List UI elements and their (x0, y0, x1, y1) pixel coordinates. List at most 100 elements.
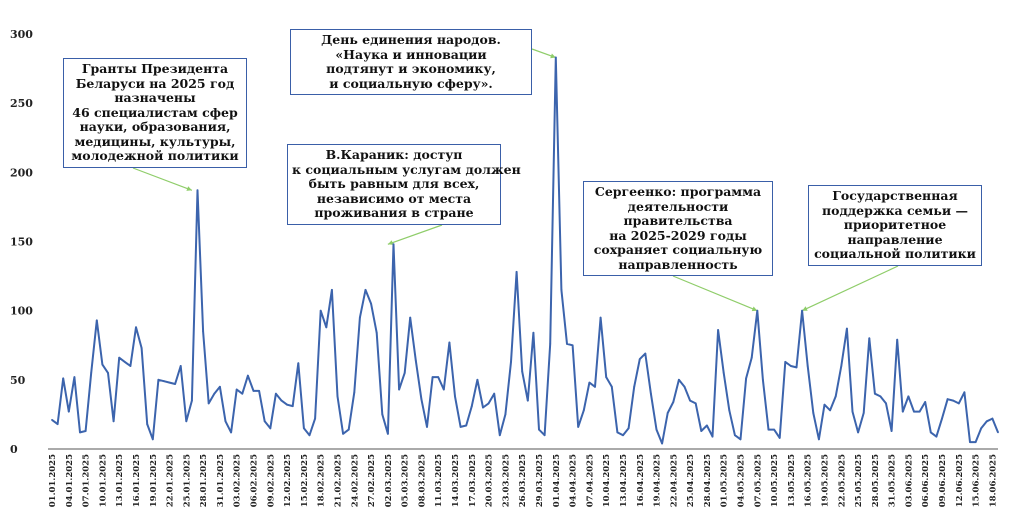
data-point (493, 392, 496, 395)
data-point (918, 410, 921, 413)
data-point (980, 427, 983, 430)
data-point (498, 434, 501, 437)
data-point (73, 376, 76, 378)
data-point (683, 385, 686, 388)
annotation-text-line: правительства (623, 213, 733, 228)
x-tick-label: 03.02.2025 (233, 454, 243, 507)
data-point (387, 432, 389, 435)
data-point (67, 410, 70, 413)
data-point (739, 438, 742, 441)
x-tick-label: 03.06.2025 (904, 454, 914, 507)
data-point (594, 385, 596, 388)
x-tick-label: 16.04.2025 (636, 454, 646, 507)
data-point (901, 410, 904, 413)
x-tick-label: 24.02.2025 (350, 454, 360, 507)
y-tick-label: 250 (10, 97, 33, 110)
annotation-callout-2: В.Караник: доступ к социальным услугам до… (287, 144, 521, 225)
data-point (207, 402, 210, 405)
annotation-text-line: Государственная (832, 188, 958, 203)
data-point (398, 388, 400, 391)
x-tick-label: 02.03.2025 (384, 454, 394, 507)
x-tick-label: 19.01.2025 (149, 454, 159, 507)
data-point (924, 401, 927, 403)
data-point (616, 431, 619, 434)
data-point (118, 356, 121, 359)
annotation-text-line: Сергеенко: программа (594, 184, 762, 199)
x-tick-label: 06.02.2025 (250, 454, 260, 507)
data-point (655, 428, 658, 431)
data-point (291, 405, 294, 407)
data-point (823, 403, 826, 406)
data-point (157, 378, 160, 381)
data-point (722, 372, 725, 374)
x-axis-labels: 01.01.2025 04.01.2025 07.01.2025 10.01.2025… (48, 454, 998, 507)
data-point (571, 344, 574, 347)
data-point (414, 359, 417, 362)
x-tick-label: 13.01.2025 (115, 454, 125, 507)
x-tick-label: 19.05.2025 (820, 454, 830, 507)
x-tick-label: 16.05.2025 (804, 454, 814, 507)
x-tick-label: 13.04.2025 (619, 454, 629, 507)
annotation-text-line: социальной политики (814, 246, 976, 261)
data-point (135, 326, 137, 329)
annotation-text-line: к социальным услугам должен (292, 161, 521, 177)
data-point (577, 426, 580, 428)
x-tick-label: 22.04.2025 (669, 454, 679, 507)
data-point (666, 412, 669, 414)
data-point (263, 420, 266, 423)
annotation-text-line: науки, образования, (79, 119, 231, 134)
data-point (95, 319, 98, 322)
x-tick-label: 08.03.2025 (417, 454, 427, 507)
x-tick-label: 10.04.2025 (602, 454, 612, 507)
annotation-text-line: медицины, культуры, (74, 133, 236, 149)
annotation-leaders (132, 48, 899, 312)
annotation-text-line: направленность (618, 256, 738, 272)
annotation-text-line: приоритетное (843, 217, 947, 232)
data-point (510, 361, 512, 363)
data-point (314, 417, 316, 420)
data-point (409, 316, 412, 319)
x-tick-label: 22.01.2025 (166, 454, 176, 507)
x-tick-label: 25.04.2025 (686, 454, 696, 507)
data-point (588, 381, 591, 384)
data-point (174, 383, 177, 385)
annotation-text-line: Беларуси на 2025 год (75, 75, 235, 91)
x-tick-label: 09.06.2025 (938, 454, 948, 507)
annotation-text-line: сохраняет социальную (593, 242, 763, 257)
data-point (566, 343, 568, 345)
x-tick-label: 05.03.2025 (401, 454, 411, 507)
x-tick-label: 28.04.2025 (703, 454, 713, 507)
data-point (515, 271, 518, 273)
x-tick-label: 31.01.2025 (216, 454, 226, 507)
data-point (806, 365, 809, 367)
data-point (851, 410, 854, 413)
data-point (773, 428, 775, 431)
data-point (734, 434, 736, 437)
y-tick-label: 0 (10, 443, 18, 456)
data-point (778, 437, 781, 439)
data-point (465, 424, 468, 427)
data-point (868, 337, 871, 340)
data-point (879, 395, 882, 398)
data-point (79, 431, 81, 434)
data-point (426, 426, 428, 428)
annotation-text-line: «Наука и инновации (335, 46, 487, 62)
data-point (605, 376, 608, 378)
data-point (482, 406, 484, 409)
data-point (812, 412, 815, 414)
data-point (359, 316, 361, 319)
data-point (818, 438, 820, 441)
data-point (504, 413, 507, 416)
x-tick-label: 13.05.2025 (787, 454, 797, 507)
x-tick-label: 26.03.2025 (518, 454, 528, 507)
data-point (51, 419, 53, 421)
data-point (269, 427, 272, 430)
data-point (829, 409, 831, 412)
data-point (437, 376, 440, 378)
data-point (219, 385, 221, 388)
x-tick-label: 31.05.2025 (888, 454, 898, 507)
x-tick-label: 19.04.2025 (653, 454, 663, 507)
data-point (107, 372, 109, 374)
y-tick-label: 200 (10, 166, 33, 179)
annotation-arrowhead (751, 306, 758, 312)
